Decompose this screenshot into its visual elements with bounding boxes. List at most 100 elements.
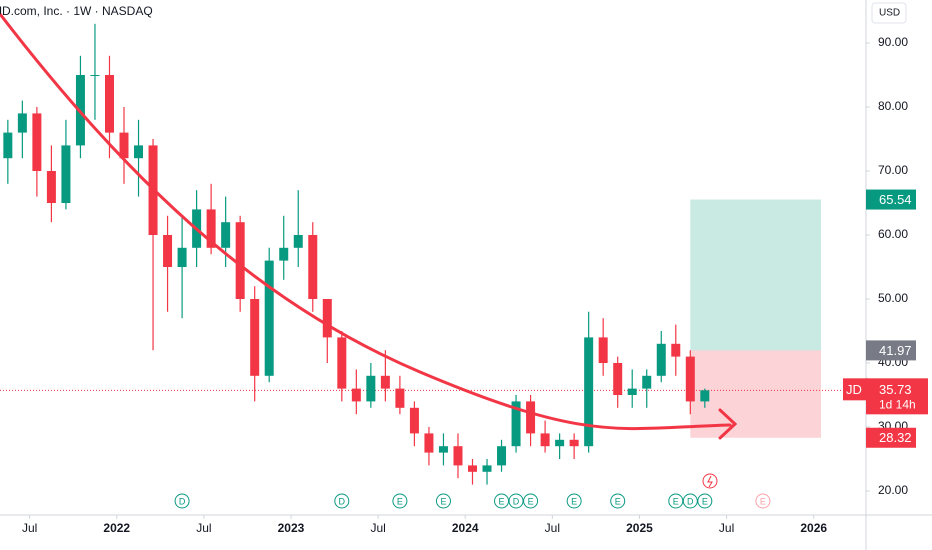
candle-body bbox=[482, 465, 492, 472]
x-tick-label: Jul bbox=[370, 521, 385, 535]
x-tick-label: 2026 bbox=[800, 521, 827, 535]
event-label: E bbox=[440, 496, 446, 506]
event-label: E bbox=[673, 496, 679, 506]
x-tick-label: 2024 bbox=[452, 521, 479, 535]
candle-body bbox=[206, 209, 216, 248]
event-marker bbox=[334, 493, 350, 509]
dividend-icon bbox=[702, 473, 718, 489]
target-price: 65.54 bbox=[879, 192, 912, 207]
candle-body bbox=[134, 145, 144, 159]
x-tick-label: 2025 bbox=[626, 521, 653, 535]
target-price-box bbox=[866, 189, 916, 210]
profit-zone bbox=[690, 199, 821, 351]
candle-body bbox=[46, 171, 56, 204]
event-marker bbox=[697, 493, 713, 509]
event-marker bbox=[494, 493, 510, 509]
event-label: E bbox=[615, 496, 621, 506]
x-tick-label: Jul bbox=[22, 521, 37, 535]
event-label: E bbox=[571, 496, 577, 506]
candle-body bbox=[61, 145, 71, 204]
candle-body bbox=[627, 388, 637, 396]
candle-body bbox=[569, 439, 579, 447]
x-tick-label: Jul bbox=[719, 521, 734, 535]
y-tick-label: 50.00 bbox=[878, 291, 908, 305]
currency: USD bbox=[879, 8, 900, 19]
candle-body bbox=[584, 337, 594, 447]
symbol-box bbox=[843, 378, 868, 401]
event-label: E bbox=[397, 496, 403, 506]
event-marker bbox=[174, 493, 190, 509]
event-marker bbox=[566, 493, 582, 509]
event-marker bbox=[682, 493, 698, 509]
trend-curve bbox=[0, 12, 732, 431]
candle-body bbox=[395, 388, 405, 408]
symbol: JD bbox=[846, 382, 862, 397]
candle-body bbox=[322, 299, 332, 338]
event-marker bbox=[508, 493, 524, 509]
event-marker bbox=[755, 493, 771, 509]
candle-body bbox=[424, 433, 434, 453]
loss-zone bbox=[690, 350, 821, 438]
stop-price-box bbox=[866, 427, 916, 448]
y-tick-label: 90.00 bbox=[878, 35, 908, 49]
candle-body bbox=[351, 388, 361, 402]
candle-body bbox=[656, 343, 666, 376]
candle-body bbox=[337, 337, 347, 389]
candle-body bbox=[3, 132, 13, 159]
x-tick-label: 2022 bbox=[103, 521, 130, 535]
candle-body bbox=[279, 247, 289, 261]
event-label: D bbox=[687, 496, 694, 506]
dividend-bolt bbox=[707, 475, 713, 488]
event-label: E bbox=[499, 496, 505, 506]
x-tick-label: Jul bbox=[545, 521, 560, 535]
y-tick-label: 70.00 bbox=[878, 163, 908, 177]
candle-body bbox=[467, 465, 477, 472]
candle-body bbox=[104, 75, 114, 133]
candle-body bbox=[163, 235, 173, 268]
event-label: D bbox=[179, 496, 186, 506]
candle-body bbox=[177, 247, 187, 268]
candle-body bbox=[555, 439, 565, 447]
candle-body bbox=[380, 375, 390, 389]
stop-price: 28.32 bbox=[879, 430, 912, 445]
currency-box[interactable] bbox=[871, 2, 907, 24]
y-tick-label: 60.00 bbox=[878, 227, 908, 241]
candle-body bbox=[613, 363, 623, 396]
candle-body bbox=[700, 390, 710, 402]
event-marker bbox=[668, 493, 684, 509]
candle-body bbox=[526, 401, 536, 434]
countdown: 1d 14h bbox=[879, 398, 916, 412]
event-marker bbox=[435, 493, 451, 509]
event-label: E bbox=[528, 496, 534, 506]
event-label: D bbox=[513, 496, 520, 506]
event-label: D bbox=[339, 496, 346, 506]
candle-body bbox=[250, 299, 260, 376]
candle-body bbox=[671, 343, 681, 357]
candle-body bbox=[453, 446, 463, 466]
event-marker bbox=[523, 493, 539, 509]
candle-body bbox=[32, 113, 42, 172]
candle-body bbox=[438, 446, 448, 453]
x-tick-label: 2023 bbox=[278, 521, 305, 535]
entry-price: 41.97 bbox=[879, 343, 912, 358]
candle-body bbox=[308, 235, 318, 300]
candle-body bbox=[540, 433, 550, 447]
event-marker bbox=[610, 493, 626, 509]
trend-arrowhead bbox=[718, 408, 738, 440]
candle-body bbox=[119, 132, 129, 159]
candle-body bbox=[90, 75, 100, 77]
candle-body bbox=[409, 407, 419, 434]
candle-body bbox=[17, 113, 27, 133]
event-label: E bbox=[760, 496, 766, 506]
candle-body bbox=[366, 375, 376, 402]
candle-body bbox=[235, 222, 245, 300]
last-price-box bbox=[866, 378, 928, 415]
y-tick-label: 20.00 bbox=[878, 483, 908, 497]
last-price: 35.73 bbox=[879, 382, 912, 397]
x-tick-label: Jul bbox=[196, 521, 211, 535]
entry-price-box bbox=[866, 340, 916, 361]
candle-body bbox=[293, 235, 303, 248]
event-label: E bbox=[702, 496, 708, 506]
